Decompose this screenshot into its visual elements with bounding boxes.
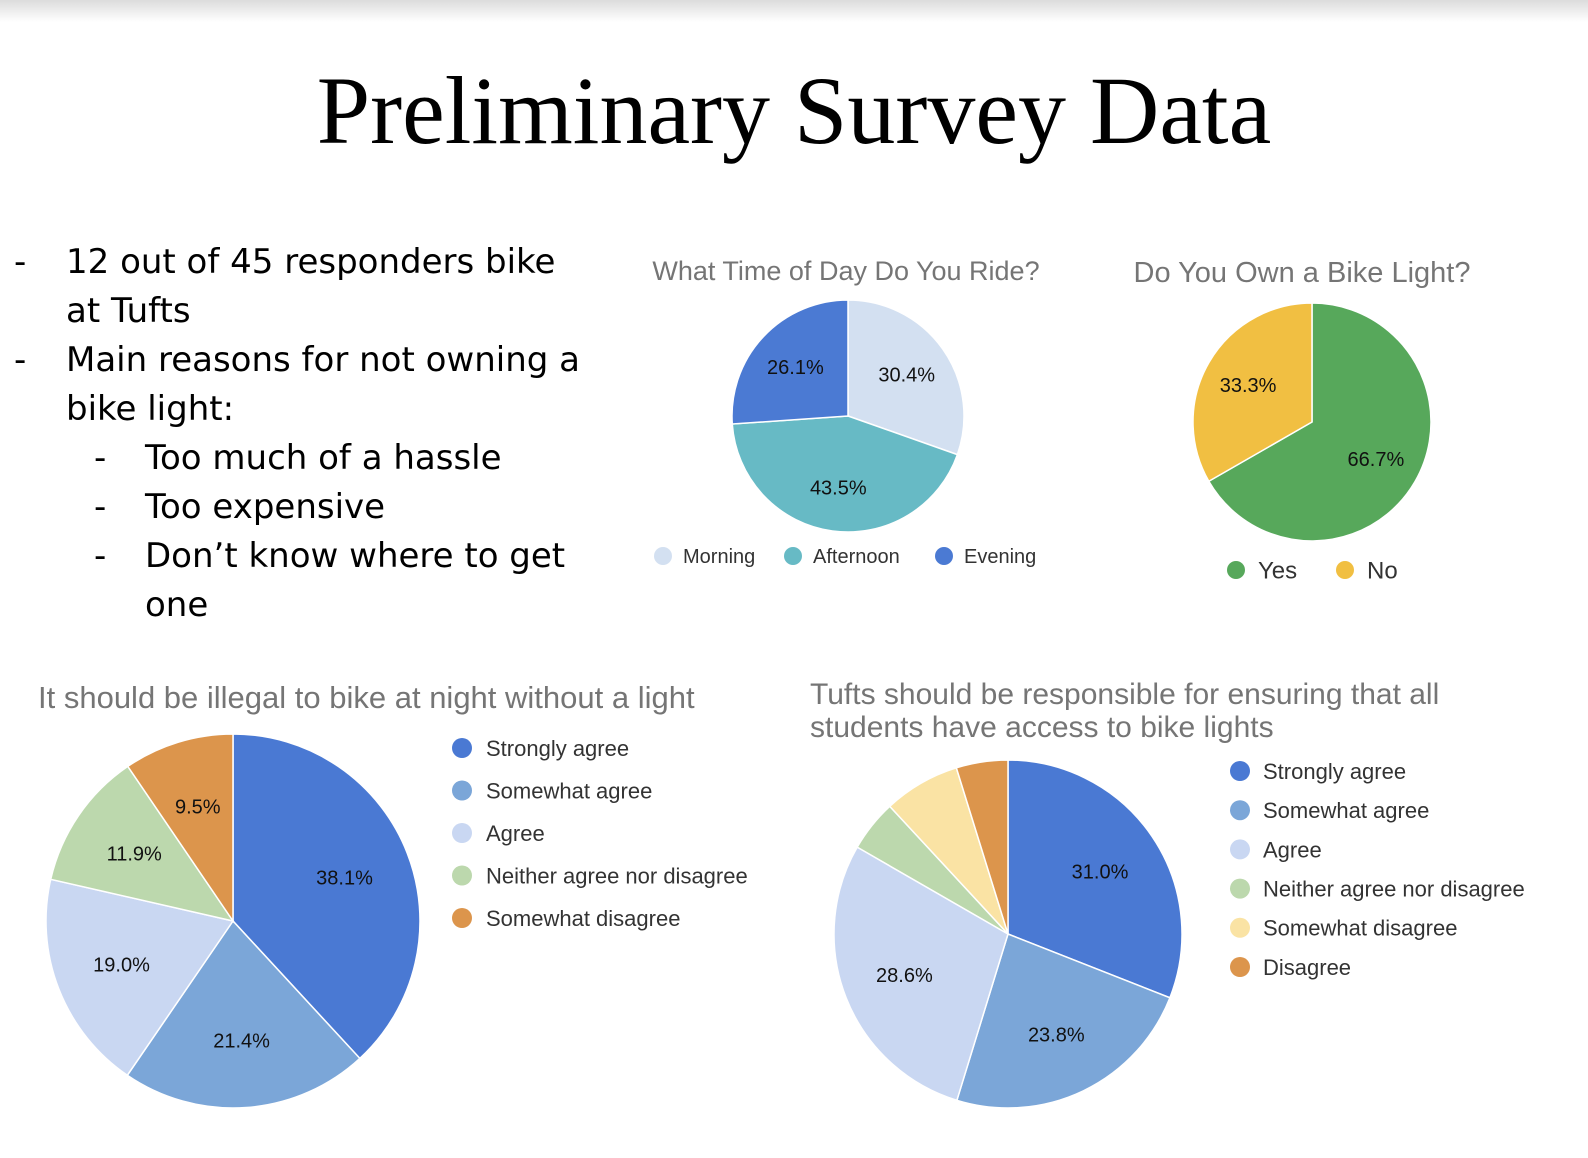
bullet-text: Don’t know where to get one — [145, 536, 566, 625]
bullet-dash: - — [94, 536, 107, 576]
legend-swatch — [452, 823, 472, 843]
bullet-dash: - — [14, 340, 27, 380]
chart-title: Tufts should be responsible for ensuring… — [810, 678, 1439, 711]
legend-label: Disagree — [1263, 955, 1351, 980]
slice-label: 21.4% — [213, 1030, 270, 1052]
slice-label: 66.7% — [1348, 449, 1405, 471]
bullet-text: Main reasons for not owning a bike light: — [66, 340, 580, 429]
bullet-text: Too expensive — [145, 487, 386, 527]
legend-swatch — [1230, 839, 1250, 860]
bullet-text: 12 out of 45 responders bike at Tufts — [66, 242, 556, 331]
slice-label: 28.6% — [876, 965, 933, 987]
legend-swatch — [1230, 761, 1250, 781]
pie-slice — [1007, 759, 1183, 999]
legend-label: Strongly agree — [486, 736, 629, 761]
legend-label: Afternoon — [813, 546, 900, 568]
pie-slice — [45, 878, 235, 1077]
legend-label: No — [1367, 558, 1398, 585]
slice-label: 9.5% — [175, 797, 221, 819]
bullet-item: -12 out of 45 responders bike at Tufts — [14, 238, 614, 336]
pie-slice — [1207, 302, 1432, 542]
legend-swatch — [452, 865, 472, 886]
slice-label: 33.3% — [1220, 375, 1277, 397]
legend-label: Yes — [1258, 558, 1297, 585]
pie-slice — [232, 733, 421, 1060]
pie-slice — [126, 733, 234, 924]
slice-label: 26.1% — [767, 357, 824, 379]
bullet-item: - Too much of a hassle — [14, 434, 614, 483]
legend-swatch — [1230, 800, 1250, 821]
pie-slice — [731, 415, 959, 533]
pie-slice — [955, 933, 1171, 1109]
pie-slice — [126, 919, 361, 1109]
legend-swatch — [452, 908, 472, 928]
legend-swatch — [1230, 878, 1250, 899]
bullet-dash: - — [94, 438, 107, 478]
legend-label: Neither agree nor disagree — [486, 863, 748, 888]
bullet-dash: - — [94, 487, 107, 527]
legend-label: Evening — [964, 546, 1036, 568]
legend-label: Agree — [1263, 837, 1322, 862]
bullet-item: - Main reasons for not owning a bike light… — [14, 336, 614, 434]
chart-title: It should be illegal to bike at night wi… — [38, 680, 695, 715]
legend-swatch — [1336, 561, 1354, 579]
legend-label: Somewhat disagree — [486, 906, 680, 931]
slice-label: 38.1% — [316, 867, 373, 889]
slice-label: 30.4% — [878, 365, 935, 387]
pie-slice — [1192, 302, 1313, 483]
bullet-text: Too much of a hassle — [145, 438, 502, 478]
legend-swatch — [452, 738, 472, 758]
legend-swatch — [935, 547, 953, 565]
legend-label: Somewhat agree — [1263, 798, 1429, 823]
legend-label: Morning — [683, 546, 755, 568]
pie-slice — [49, 765, 235, 923]
bullet-item: - Too expensive — [14, 483, 614, 532]
legend-label: Somewhat agree — [486, 778, 652, 803]
legend-label: Strongly agree — [1263, 759, 1406, 784]
slice-label: 43.5% — [810, 477, 867, 499]
legend-swatch — [1230, 917, 1250, 938]
legend-swatch — [784, 547, 802, 565]
pie-slice — [833, 846, 1009, 1102]
legend-swatch — [1230, 957, 1250, 977]
bullet-item: - Don’t know where to get one — [14, 532, 614, 630]
chart-title: Do You Own a Bike Light? — [1134, 257, 1471, 289]
slice-label: 11.9% — [107, 844, 162, 866]
chart-title: students have access to bike lights — [810, 711, 1274, 744]
legend-label: Agree — [486, 821, 545, 846]
legend-label: Neither agree nor disagree — [1263, 877, 1525, 902]
pie-slice — [847, 299, 965, 456]
slice-label: 23.8% — [1028, 1024, 1085, 1046]
slide-title: Preliminary Survey Data — [316, 57, 1272, 164]
slice-label: 19.0% — [93, 955, 150, 977]
pie-slice — [955, 759, 1009, 935]
pie-slice — [731, 299, 849, 425]
slice-label: 31.0% — [1072, 861, 1129, 883]
bullet-dash: - — [14, 242, 27, 282]
chart-title: What Time of Day Do You Ride? — [652, 256, 1039, 286]
legend-swatch — [1227, 561, 1245, 579]
legend-label: Somewhat disagree — [1263, 916, 1457, 941]
legend-swatch — [452, 780, 472, 801]
legend-swatch — [654, 547, 672, 565]
window-top-shadow — [0, 0, 1588, 22]
bullet-list: -12 out of 45 responders bike at Tufts - Ma… — [14, 238, 614, 630]
